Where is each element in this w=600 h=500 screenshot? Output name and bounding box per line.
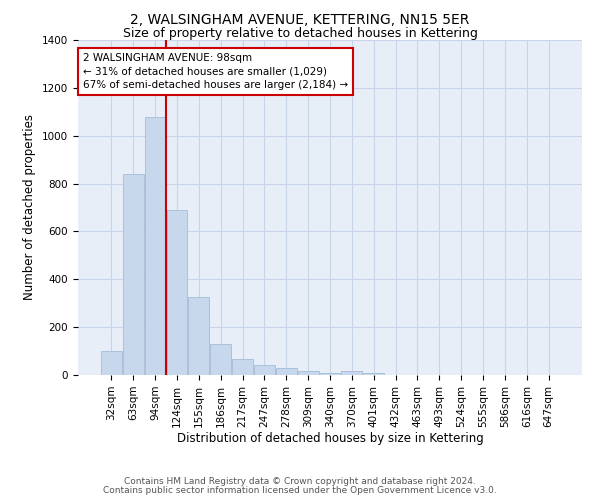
Text: Contains HM Land Registry data © Crown copyright and database right 2024.: Contains HM Land Registry data © Crown c… bbox=[124, 477, 476, 486]
Bar bbox=[298, 370, 319, 375]
Text: Size of property relative to detached houses in Kettering: Size of property relative to detached ho… bbox=[122, 28, 478, 40]
Bar bbox=[320, 372, 340, 375]
Bar bbox=[145, 116, 166, 375]
Text: 2 WALSINGHAM AVENUE: 98sqm
← 31% of detached houses are smaller (1,029)
67% of s: 2 WALSINGHAM AVENUE: 98sqm ← 31% of deta… bbox=[83, 54, 348, 90]
Bar bbox=[101, 351, 122, 375]
Bar bbox=[254, 366, 275, 375]
Bar bbox=[210, 344, 231, 375]
Bar bbox=[188, 297, 209, 375]
Bar bbox=[341, 372, 362, 375]
X-axis label: Distribution of detached houses by size in Kettering: Distribution of detached houses by size … bbox=[176, 432, 484, 446]
Text: 2, WALSINGHAM AVENUE, KETTERING, NN15 5ER: 2, WALSINGHAM AVENUE, KETTERING, NN15 5E… bbox=[130, 12, 470, 26]
Bar bbox=[123, 174, 143, 375]
Bar bbox=[167, 210, 187, 375]
Bar bbox=[364, 372, 384, 375]
Bar bbox=[276, 368, 296, 375]
Y-axis label: Number of detached properties: Number of detached properties bbox=[23, 114, 37, 300]
Bar bbox=[232, 360, 253, 375]
Text: Contains public sector information licensed under the Open Government Licence v3: Contains public sector information licen… bbox=[103, 486, 497, 495]
